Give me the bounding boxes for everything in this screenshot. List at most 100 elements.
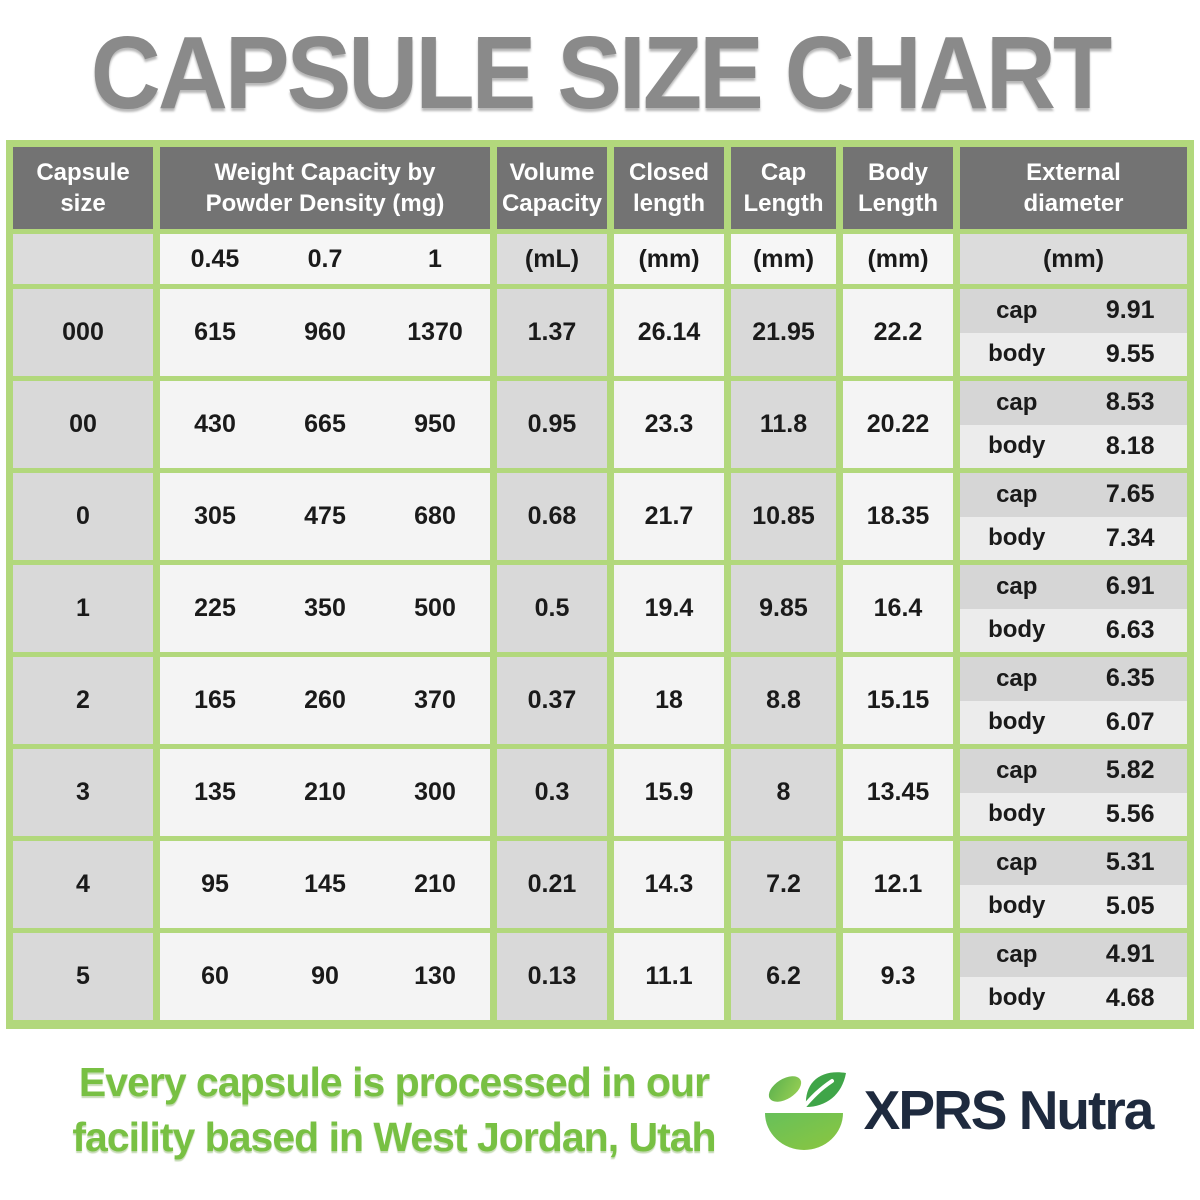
closed-length-cell: 21.7 <box>614 473 724 560</box>
weight-045-value: 225 <box>194 594 236 622</box>
weight-capacity-cell: 305 475 680 <box>160 473 490 560</box>
weight-045-value: 95 <box>201 870 229 898</box>
weight-045-value: 135 <box>194 778 236 806</box>
external-cap-value: 9.91 <box>1105 296 1155 325</box>
external-body-label: body <box>988 432 1046 460</box>
cap-length-cell: 10.85 <box>731 473 836 560</box>
capsule-size-cell: 2 <box>13 657 153 744</box>
weight-07-value: 90 <box>311 962 339 990</box>
page-title: CAPSULE SIZE CHART <box>90 14 1112 131</box>
external-cap-row: cap 8.53 <box>960 381 1187 425</box>
external-cap-row: cap 6.35 <box>960 657 1187 701</box>
weight-capacity-cell: 135 210 300 <box>160 749 490 836</box>
external-body-value: 8.18 <box>1105 431 1155 460</box>
external-body-row: body 5.56 <box>960 792 1187 836</box>
volume-capacity-cell: 0.13 <box>497 933 607 1020</box>
external-body-label: body <box>988 892 1046 920</box>
capsule-size-cell: 3 <box>13 749 153 836</box>
external-body-row: body 5.05 <box>960 884 1187 928</box>
cap-length-cell: 8 <box>731 749 836 836</box>
unit-closed-mm: (mm) <box>614 234 724 284</box>
external-body-value: 7.34 <box>1105 523 1155 552</box>
unit-weight-densities: 0.45 0.7 1 <box>160 234 490 284</box>
weight-capacity-cell: 430 665 950 <box>160 381 490 468</box>
external-cap-value: 4.91 <box>1105 940 1155 969</box>
external-cap-label: cap <box>996 940 1038 968</box>
capsule-size-cell: 1 <box>13 565 153 652</box>
external-body-label: body <box>988 340 1046 368</box>
external-diameter-cell: cap 7.65 body 7.34 <box>960 473 1187 560</box>
closed-length-cell: 11.1 <box>614 933 724 1020</box>
weight-07-value: 210 <box>304 778 346 806</box>
external-body-label: body <box>988 524 1046 552</box>
external-cap-row: cap 9.91 <box>960 289 1187 333</box>
capsule-size-table: Capsule size Weight Capacity by Powder D… <box>6 140 1194 1029</box>
body-length-cell: 12.1 <box>843 841 953 928</box>
external-body-row: body 9.55 <box>960 332 1187 376</box>
weight-07-value: 350 <box>304 594 346 622</box>
closed-length-cell: 19.4 <box>614 565 724 652</box>
external-diameter-cell: cap 6.35 body 6.07 <box>960 657 1187 744</box>
external-diameter-cell: cap 5.82 body 5.56 <box>960 749 1187 836</box>
external-cap-label: cap <box>996 664 1038 692</box>
weight-07-value: 145 <box>304 870 346 898</box>
external-diameter-cell: cap 8.53 body 8.18 <box>960 381 1187 468</box>
weight-1-value: 950 <box>414 410 456 438</box>
external-body-label: body <box>988 616 1046 644</box>
external-cap-row: cap 4.91 <box>960 933 1187 977</box>
external-body-label: body <box>988 984 1046 1012</box>
col-header-capsule-size-label: Capsule size <box>36 158 130 217</box>
capsule-size-chart-page: CAPSULE SIZE CHART Capsule size Weight C… <box>0 14 1200 1200</box>
volume-capacity-cell: 0.68 <box>497 473 607 560</box>
body-length-cell: 20.22 <box>843 381 953 468</box>
external-body-row: body 7.34 <box>960 516 1187 560</box>
cap-length-cell: 6.2 <box>731 933 836 1020</box>
col-header-body-length: Body Length <box>843 147 953 229</box>
closed-length-cell: 23.3 <box>614 381 724 468</box>
volume-capacity-cell: 1.37 <box>497 289 607 376</box>
external-body-value: 5.56 <box>1105 799 1155 828</box>
weight-045-value: 430 <box>194 410 236 438</box>
cap-length-cell: 21.95 <box>731 289 836 376</box>
weight-1-value: 500 <box>414 594 456 622</box>
weight-045-value: 305 <box>194 502 236 530</box>
col-header-weight-capacity: Weight Capacity by Powder Density (mg) <box>160 147 490 229</box>
external-cap-value: 5.82 <box>1105 756 1155 785</box>
weight-1-value: 1370 <box>407 318 463 346</box>
brand-name: XPRS Nutra <box>863 1079 1155 1142</box>
brand-logo: XPRS Nutra <box>744 1067 1166 1153</box>
weight-capacity-cell: 615 960 1370 <box>160 289 490 376</box>
col-header-cap-length: Cap Length <box>731 147 836 229</box>
col-header-external-diameter: External diameter <box>960 147 1187 229</box>
weight-07-value: 960 <box>304 318 346 346</box>
body-length-cell: 9.3 <box>843 933 953 1020</box>
unit-capsule-size-empty <box>13 234 153 284</box>
col-header-volume-capacity: Volume Capacity <box>497 147 607 229</box>
leaf-bowl-icon <box>764 1072 846 1151</box>
external-body-value: 9.55 <box>1105 339 1155 368</box>
weight-07-value: 260 <box>304 686 346 714</box>
external-cap-row: cap 7.65 <box>960 473 1187 517</box>
external-body-value: 4.68 <box>1105 983 1155 1012</box>
weight-045-value: 60 <box>201 962 229 990</box>
external-body-row: body 4.68 <box>960 976 1187 1020</box>
external-cap-label: cap <box>996 848 1038 876</box>
weight-1-value: 300 <box>414 778 456 806</box>
capsule-size-cell: 0 <box>13 473 153 560</box>
external-cap-label: cap <box>996 388 1038 416</box>
body-length-cell: 15.15 <box>843 657 953 744</box>
closed-length-cell: 15.9 <box>614 749 724 836</box>
weight-045-value: 615 <box>194 318 236 346</box>
closed-length-cell: 14.3 <box>614 841 724 928</box>
external-body-label: body <box>988 708 1046 736</box>
weight-07-value: 475 <box>304 502 346 530</box>
unit-volume-ml: (mL) <box>497 234 607 284</box>
unit-body-mm: (mm) <box>843 234 953 284</box>
volume-capacity-cell: 0.37 <box>497 657 607 744</box>
unit-density-07: 0.7 <box>307 244 343 273</box>
closed-length-cell: 26.14 <box>614 289 724 376</box>
external-diameter-cell: cap 6.91 body 6.63 <box>960 565 1187 652</box>
weight-1-value: 130 <box>414 962 456 990</box>
external-cap-row: cap 5.31 <box>960 841 1187 885</box>
col-header-capsule-size: Capsule size <box>13 147 153 229</box>
